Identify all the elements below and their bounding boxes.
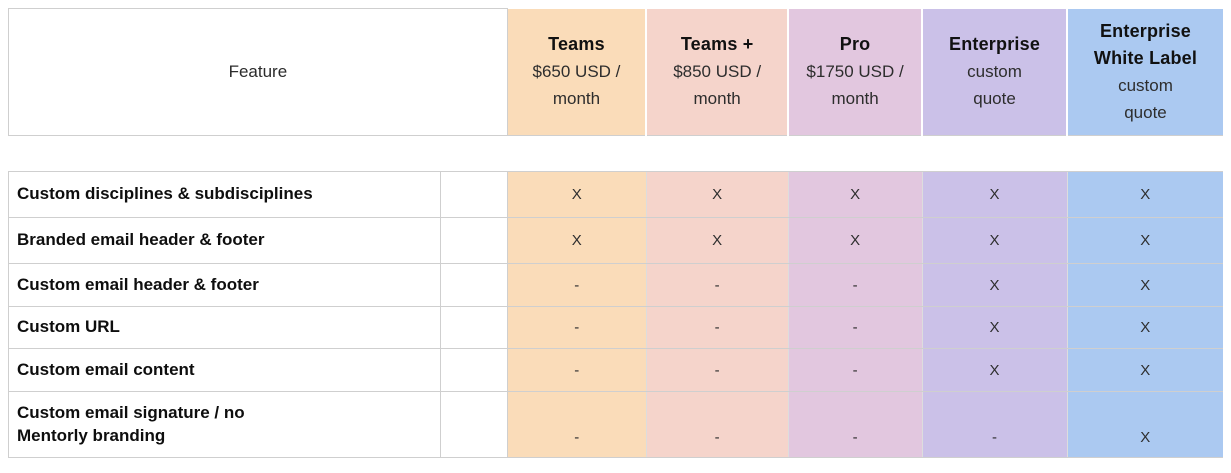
mark-cell: - xyxy=(506,306,647,349)
mark-cell: X xyxy=(921,171,1067,218)
mark-cell: X xyxy=(921,306,1067,349)
mark-cell: - xyxy=(787,391,923,458)
tier-price-teams-plus: $850 USD / month xyxy=(673,62,762,108)
feature-label: Custom email content xyxy=(8,348,441,392)
tier-header-enterprise: Enterprise custom quote xyxy=(921,8,1067,136)
mark-cell: - xyxy=(645,391,789,458)
table-row: Custom disciplines & subdisciplines X X … xyxy=(8,171,1223,218)
gap-cell xyxy=(439,263,508,307)
gap-cell xyxy=(439,171,508,218)
feature-label: Custom email signature / no Mentorly bra… xyxy=(8,391,441,458)
mark-cell: X xyxy=(787,171,923,218)
table-row: Branded email header & footer X X X X X xyxy=(8,217,1223,264)
mark-cell: X xyxy=(1066,348,1223,392)
spacer-cell xyxy=(8,135,1223,172)
tier-price-teams: $650 USD / month xyxy=(532,62,621,108)
mark-cell: - xyxy=(506,263,647,307)
mark-cell: X xyxy=(921,217,1067,264)
tier-name-enterprise-white-label: Enterprise White Label xyxy=(1093,20,1198,69)
mark-cell: - xyxy=(506,391,647,458)
tier-header-teams: Teams $650 USD / month xyxy=(506,8,647,136)
mark-cell: - xyxy=(787,263,923,307)
feature-label: Custom email header & footer xyxy=(8,263,441,307)
mark-cell: X xyxy=(506,217,647,264)
tier-name-teams-plus: Teams + xyxy=(680,34,754,55)
mark-cell: X xyxy=(787,217,923,264)
mark-cell: X xyxy=(1066,263,1223,307)
tier-header-teams-plus: Teams + $850 USD / month xyxy=(645,8,789,136)
mark-cell: X xyxy=(645,217,789,264)
tier-name-enterprise: Enterprise xyxy=(949,34,1041,55)
mark-cell: - xyxy=(645,348,789,392)
mark-cell: - xyxy=(787,306,923,349)
mark-cell: X xyxy=(1066,171,1223,218)
mark-cell: X xyxy=(1066,391,1223,458)
pricing-table: Feature Teams $650 USD / month Teams + $… xyxy=(8,8,1223,458)
tier-name-pro: Pro xyxy=(839,34,871,55)
mark-cell: - xyxy=(645,306,789,349)
tier-price-enterprise-white-label: custom quote xyxy=(1118,76,1173,122)
table-row: Custom email content - - - X X xyxy=(8,348,1223,392)
mark-cell: - xyxy=(506,348,647,392)
mark-cell: X xyxy=(506,171,647,218)
tier-price-pro: $1750 USD / month xyxy=(806,62,904,108)
feature-label: Custom disciplines & subdisciplines xyxy=(8,171,441,218)
tier-header-enterprise-white-label: Enterprise White Label custom quote xyxy=(1066,8,1223,136)
header-row: Feature Teams $650 USD / month Teams + $… xyxy=(8,8,1223,136)
mark-cell: X xyxy=(1066,306,1223,349)
mark-cell: X xyxy=(921,263,1067,307)
table-row: Custom email signature / no Mentorly bra… xyxy=(8,391,1223,458)
mark-cell: - xyxy=(645,263,789,307)
mark-cell: X xyxy=(921,348,1067,392)
mark-cell: - xyxy=(787,348,923,392)
tier-price-enterprise: custom quote xyxy=(967,62,1022,108)
gap-cell xyxy=(439,306,508,349)
gap-cell xyxy=(439,217,508,264)
tier-name-teams: Teams xyxy=(548,34,605,55)
gap-cell xyxy=(439,391,508,458)
spacer-row xyxy=(8,135,1223,172)
mark-cell: X xyxy=(1066,217,1223,264)
feature-label: Branded email header & footer xyxy=(8,217,441,264)
feature-column-header: Feature xyxy=(8,8,508,136)
mark-cell: - xyxy=(921,391,1067,458)
tier-header-pro: Pro $1750 USD / month xyxy=(787,8,923,136)
mark-cell: X xyxy=(645,171,789,218)
feature-label: Custom URL xyxy=(8,306,441,349)
table-row: Custom email header & footer - - - X X xyxy=(8,263,1223,307)
table-row: Custom URL - - - X X xyxy=(8,306,1223,349)
gap-cell xyxy=(439,348,508,392)
